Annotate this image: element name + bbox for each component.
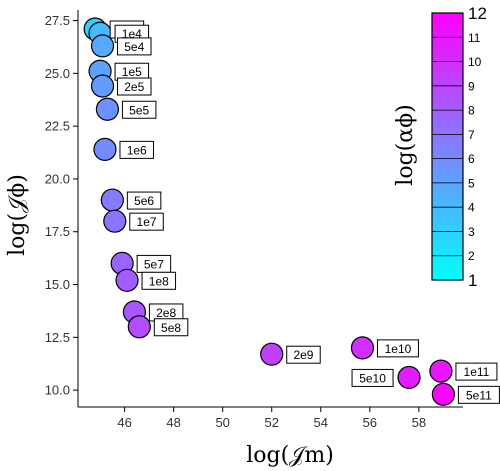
svg-text:5e4: 5e4: [124, 40, 144, 54]
svg-text:2e5: 2e5: [124, 80, 144, 94]
point-label: 5e4: [117, 37, 152, 56]
svg-text:2e8: 2e8: [156, 306, 176, 320]
plot-axes: 46 48 50 52 54 56 58 10.0 12.5 15.0 17.5 20.0 22.5 25…: [45, 10, 463, 430]
point-label: 1e8: [141, 271, 177, 290]
colorbar-tick-label: 12: [468, 4, 487, 23]
x-tick-label: 56: [363, 415, 377, 430]
point-label: 5e10: [351, 368, 394, 387]
x-tick-label: 46: [117, 415, 131, 430]
svg-text:5e11: 5e11: [466, 388, 492, 402]
data-point: [95, 97, 120, 121]
svg-text:2e9: 2e9: [293, 348, 313, 362]
y-tick-label: 25.0: [45, 66, 70, 81]
point-label: 5e7: [136, 254, 172, 273]
point-label: 1e7: [129, 212, 164, 231]
data-point: [431, 382, 455, 406]
point-label: 5e8: [153, 318, 189, 337]
point-label: 2e5: [117, 77, 152, 96]
x-tick-label: 52: [264, 415, 278, 430]
svg-text:5e8: 5e8: [161, 321, 181, 335]
colorbar-tick-label: 11: [468, 31, 481, 45]
point-label: 1e11: [455, 362, 498, 381]
point-label: 2e9: [286, 345, 321, 364]
point-labels: 1e31e45e41e52e55e51e65e61e75e71e82e85e82…: [109, 20, 500, 404]
data-point: [90, 34, 115, 58]
data-points: [83, 17, 455, 406]
y-tick-label: 15.0: [45, 277, 70, 292]
point-label: 1e6: [119, 140, 154, 159]
y-axis-label: log(𝒥ϕ): [5, 174, 30, 256]
data-point: [350, 336, 375, 360]
colorbar-tick-label: 2: [468, 249, 475, 263]
data-point: [103, 209, 127, 233]
point-label: 5e5: [121, 100, 157, 119]
data-point: [115, 268, 139, 292]
colorbar-tick-label: 10: [468, 55, 482, 69]
x-tick-label: 48: [166, 415, 180, 430]
data-point: [90, 74, 115, 98]
data-point: [127, 315, 151, 339]
data-point: [429, 359, 453, 383]
colorbar-tick-label: 6: [468, 152, 475, 166]
svg-text:1e11: 1e11: [464, 365, 490, 379]
svg-text:5e10: 5e10: [359, 371, 386, 385]
x-tick-label: 58: [412, 415, 426, 430]
data-point: [397, 365, 421, 390]
svg-text:5e6: 5e6: [134, 194, 154, 208]
colorbar-tick-label: 1: [468, 271, 477, 290]
data-point: [260, 342, 284, 366]
y-tick-label: 20.0: [45, 171, 70, 186]
data-point: [100, 188, 124, 212]
colorbar-tick-label: 8: [468, 104, 475, 118]
point-label: 1e10: [376, 339, 419, 358]
point-label: 5e11: [457, 385, 500, 404]
y-tick-label: 27.5: [45, 13, 70, 28]
colorbar-tick-label: 9: [468, 79, 475, 93]
svg-text:5e7: 5e7: [144, 257, 164, 271]
svg-text:1e5: 1e5: [122, 65, 142, 79]
colorbar-tick-label: 7: [468, 128, 475, 142]
colorbar-label: log(αϕ): [393, 104, 418, 185]
point-label: 1e5: [114, 62, 150, 81]
y-tick-label: 22.5: [45, 119, 70, 134]
svg-text:5e5: 5e5: [129, 103, 149, 117]
y-tick-label: 17.5: [45, 224, 70, 239]
x-axis-label: log(𝒥m): [246, 443, 334, 468]
colorbar-tick-label: 3: [468, 225, 475, 239]
svg-text:1e10: 1e10: [385, 342, 412, 356]
point-label: 2e8: [148, 303, 184, 322]
colorbar-gradient: [431, 12, 464, 281]
x-tick-label: 50: [215, 415, 229, 430]
y-tick-label: 10.0: [45, 383, 70, 398]
svg-text:1e6: 1e6: [127, 143, 147, 157]
y-tick-label: 12.5: [45, 330, 70, 345]
colorbar-tick-label: 4: [468, 201, 475, 215]
svg-text:1e8: 1e8: [149, 274, 169, 288]
svg-text:1e7: 1e7: [137, 215, 157, 229]
data-point: [93, 137, 117, 161]
colorbar-tick-label: 5: [468, 176, 475, 190]
point-label: 5e6: [126, 191, 162, 210]
x-tick-label: 54: [314, 415, 328, 430]
